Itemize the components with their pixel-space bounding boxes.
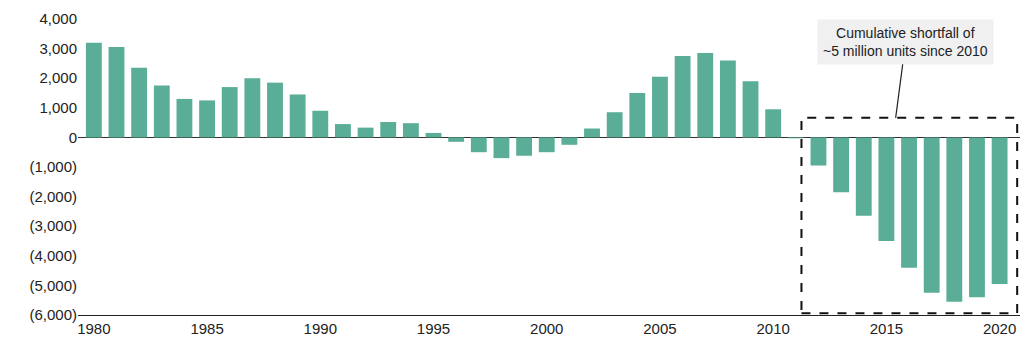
- svg-text:(4,000): (4,000): [29, 247, 77, 264]
- svg-text:1,000: 1,000: [39, 99, 77, 116]
- svg-text:(2,000): (2,000): [29, 188, 77, 205]
- svg-text:1985: 1985: [190, 320, 223, 337]
- svg-text:2005: 2005: [643, 320, 676, 337]
- svg-text:4,000: 4,000: [39, 10, 77, 27]
- svg-text:(6,000): (6,000): [29, 306, 77, 323]
- svg-text:2010: 2010: [756, 320, 789, 337]
- svg-text:Cumulative shortfall of~5 mill: Cumulative shortfall of~5 million units …: [823, 25, 988, 59]
- svg-text:1990: 1990: [304, 320, 337, 337]
- svg-text:1980: 1980: [77, 320, 110, 337]
- svg-text:2000: 2000: [530, 320, 563, 337]
- svg-text:2015: 2015: [870, 320, 903, 337]
- svg-text:0: 0: [69, 129, 77, 146]
- svg-text:(5,000): (5,000): [29, 277, 77, 294]
- svg-text:(1,000): (1,000): [29, 158, 77, 175]
- svg-text:2,000: 2,000: [39, 69, 77, 86]
- svg-text:2020: 2020: [983, 320, 1016, 337]
- svg-text:3,000: 3,000: [39, 40, 77, 57]
- svg-text:1995: 1995: [417, 320, 450, 337]
- svg-text:(3,000): (3,000): [29, 217, 77, 234]
